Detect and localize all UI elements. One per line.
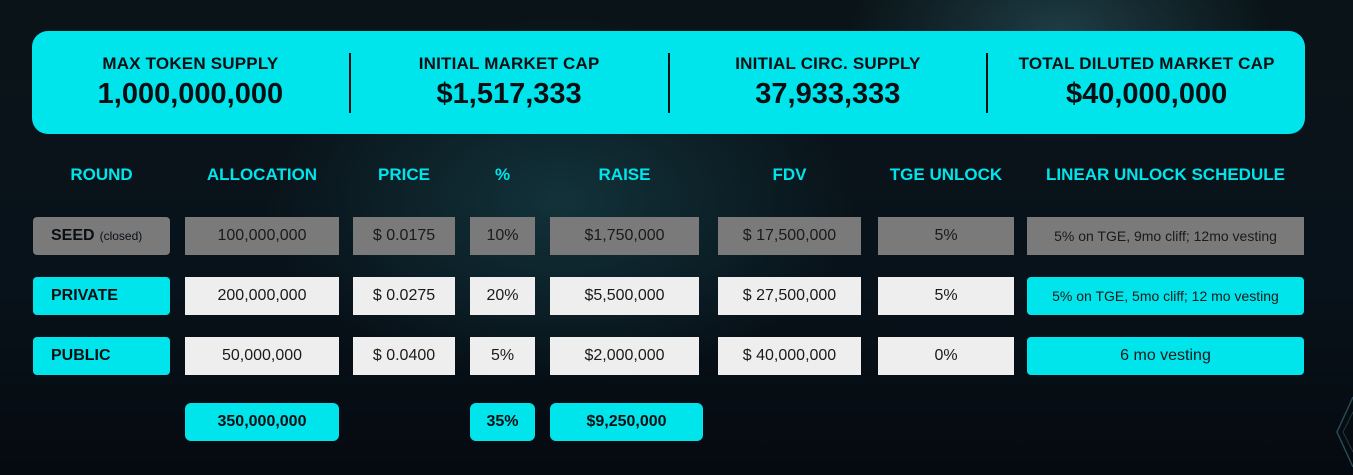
token-stats-panel: MAX TOKEN SUPPLY 1,000,000,000 INITIAL M…: [32, 31, 1305, 134]
stat-value: $40,000,000: [1065, 78, 1228, 110]
total-diluted-market-cap-stat: TOTAL DILUTED MARKET CAP $40,000,000: [988, 54, 1305, 111]
percent-cell: 10%: [470, 217, 535, 255]
fdv-cell: $ 27,500,000: [718, 277, 861, 315]
column-header-tge-unlock: TGE UNLOCK: [889, 165, 1003, 184]
divider: [667, 52, 670, 113]
raise-cell: $1,750,000: [550, 217, 699, 255]
total-allocation: 350,000,000: [185, 403, 339, 441]
round-status-note: (closed): [99, 229, 143, 243]
divider: [986, 52, 989, 113]
stat-label: MAX TOKEN SUPPLY: [102, 54, 279, 73]
price-cell: $ 0.0275: [353, 277, 455, 315]
allocation-cell: 50,000,000: [185, 337, 339, 375]
round-name: SEED: [51, 227, 95, 244]
stat-value: 1,000,000,000: [97, 78, 284, 110]
allocation-cell: 200,000,000: [185, 277, 339, 315]
column-header-price: PRICE: [378, 165, 430, 184]
percent-cell: 20%: [470, 277, 535, 315]
column-header-linear-unlock-schedule: LINEAR UNLOCK SCHEDULE: [1046, 165, 1285, 184]
column-header-allocation: ALLOCATION: [206, 165, 318, 184]
stat-label: INITIAL MARKET CAP: [418, 54, 600, 73]
raise-cell: $5,500,000: [550, 277, 699, 315]
initial-circ-supply-stat: INITIAL CIRC. SUPPLY 37,933,333: [670, 54, 987, 111]
column-header-raise: RAISE: [598, 165, 651, 184]
divider: [348, 52, 351, 113]
tge-unlock-cell: 5%: [878, 277, 1014, 315]
unlock-schedule-cell: 6 mo vesting: [1027, 337, 1304, 375]
column-header-percent: %: [494, 165, 511, 184]
initial-market-cap-stat: INITIAL MARKET CAP $1,517,333: [351, 54, 668, 111]
tge-unlock-cell: 5%: [878, 217, 1014, 255]
allocation-cell: 100,000,000: [185, 217, 339, 255]
column-header-fdv: FDV: [772, 165, 807, 184]
column-header-round: ROUND: [70, 165, 133, 184]
round-cell-seed: SEED (closed): [33, 217, 170, 255]
stat-label: TOTAL DILUTED MARKET CAP: [1018, 54, 1275, 73]
price-cell: $ 0.0175: [353, 217, 455, 255]
decorative-outline-shape: [1336, 396, 1353, 468]
stat-label: INITIAL CIRC. SUPPLY: [735, 54, 921, 73]
unlock-schedule-cell: 5% on TGE, 9mo cliff; 12mo vesting: [1027, 217, 1304, 255]
round-cell-private: PRIVATE: [33, 277, 170, 315]
total-percent: 35%: [470, 403, 535, 441]
percent-cell: 5%: [470, 337, 535, 375]
raise-cell: $2,000,000: [550, 337, 699, 375]
price-cell: $ 0.0400: [353, 337, 455, 375]
stat-value: 37,933,333: [755, 78, 901, 110]
fdv-cell: $ 40,000,000: [718, 337, 861, 375]
stat-value: $1,517,333: [436, 78, 582, 110]
round-name: PRIVATE: [51, 287, 118, 304]
total-raise: $9,250,000: [550, 403, 703, 441]
fdv-cell: $ 17,500,000: [718, 217, 861, 255]
round-cell-public: PUBLIC: [33, 337, 170, 375]
tge-unlock-cell: 0%: [878, 337, 1014, 375]
unlock-schedule-cell: 5% on TGE, 5mo cliff; 12 mo vesting: [1027, 277, 1304, 315]
round-name: PUBLIC: [51, 347, 111, 364]
max-token-supply-stat: MAX TOKEN SUPPLY 1,000,000,000: [32, 54, 349, 111]
